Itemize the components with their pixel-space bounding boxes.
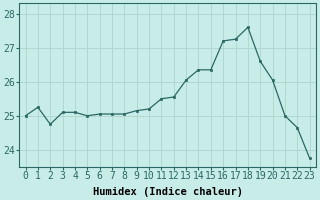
X-axis label: Humidex (Indice chaleur): Humidex (Indice chaleur): [92, 186, 243, 197]
